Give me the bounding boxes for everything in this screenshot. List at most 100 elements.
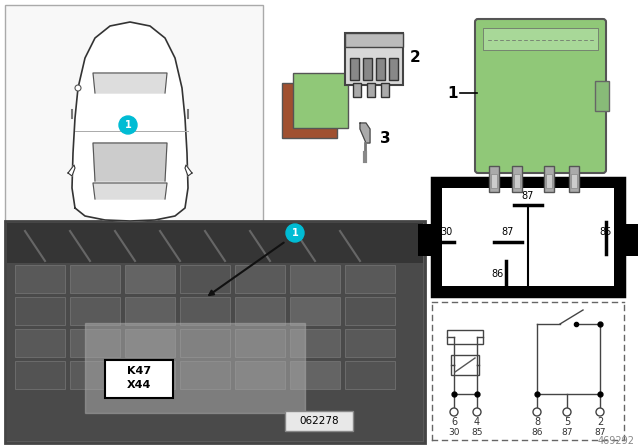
Bar: [105, 360, 173, 398]
Bar: [345, 33, 403, 47]
Bar: [350, 58, 359, 80]
Bar: [5, 221, 425, 443]
Text: 1: 1: [125, 120, 131, 130]
Text: 2: 2: [597, 417, 603, 427]
Bar: [15, 265, 65, 293]
Bar: [624, 224, 638, 256]
Text: 30: 30: [448, 427, 460, 436]
Bar: [235, 329, 285, 357]
Text: 4: 4: [474, 417, 480, 427]
Bar: [491, 174, 497, 188]
Bar: [290, 297, 340, 325]
Circle shape: [563, 408, 571, 416]
Text: 2: 2: [410, 49, 420, 65]
Bar: [345, 329, 395, 357]
Polygon shape: [360, 123, 370, 143]
Bar: [432, 178, 624, 296]
Bar: [353, 83, 361, 97]
Text: 3: 3: [380, 130, 390, 146]
Bar: [7, 223, 423, 263]
Text: 30: 30: [440, 227, 452, 237]
Polygon shape: [185, 165, 192, 176]
Circle shape: [533, 408, 541, 416]
Circle shape: [473, 408, 481, 416]
Bar: [571, 174, 577, 188]
Text: 87: 87: [595, 427, 605, 436]
Bar: [85, 323, 305, 413]
Text: 1: 1: [448, 86, 458, 100]
Circle shape: [450, 408, 458, 416]
Bar: [125, 265, 175, 293]
Text: K47: K47: [127, 366, 151, 376]
Bar: [180, 297, 230, 325]
Polygon shape: [93, 143, 167, 181]
Bar: [442, 188, 614, 286]
Text: 87: 87: [502, 227, 514, 237]
Text: 1: 1: [292, 228, 298, 238]
Text: 062278: 062278: [299, 416, 339, 426]
Bar: [5, 5, 263, 223]
Bar: [290, 361, 340, 389]
Text: 85: 85: [471, 427, 483, 436]
Text: 6: 6: [451, 417, 457, 427]
Bar: [376, 58, 385, 80]
Text: 85: 85: [600, 227, 612, 237]
Bar: [7, 223, 423, 441]
Bar: [345, 361, 395, 389]
Polygon shape: [72, 22, 188, 221]
Bar: [235, 265, 285, 293]
Bar: [345, 297, 395, 325]
Bar: [381, 83, 389, 97]
Bar: [451, 355, 479, 375]
Bar: [180, 329, 230, 357]
Bar: [514, 174, 520, 188]
Text: 8: 8: [534, 417, 540, 427]
Bar: [180, 361, 230, 389]
FancyBboxPatch shape: [475, 19, 606, 173]
Bar: [345, 33, 403, 85]
Bar: [70, 297, 120, 325]
Bar: [15, 329, 65, 357]
Circle shape: [75, 85, 81, 91]
Text: 86: 86: [531, 427, 543, 436]
Text: 87: 87: [561, 427, 573, 436]
Bar: [489, 166, 499, 192]
Bar: [293, 73, 348, 128]
Bar: [235, 297, 285, 325]
Bar: [235, 361, 285, 389]
Bar: [15, 361, 65, 389]
Text: X44: X44: [127, 380, 151, 390]
Circle shape: [119, 116, 137, 134]
Bar: [546, 174, 552, 188]
Bar: [125, 329, 175, 357]
Bar: [595, 81, 609, 111]
Bar: [345, 265, 395, 293]
Bar: [290, 329, 340, 357]
Text: 86: 86: [492, 269, 504, 279]
Polygon shape: [93, 73, 167, 93]
Bar: [125, 361, 175, 389]
Bar: [363, 58, 372, 80]
Bar: [483, 28, 598, 50]
Bar: [544, 166, 554, 192]
Bar: [367, 83, 375, 97]
Circle shape: [596, 408, 604, 416]
Bar: [389, 58, 398, 80]
Bar: [282, 83, 337, 138]
Bar: [70, 361, 120, 389]
Bar: [70, 265, 120, 293]
Text: 5: 5: [564, 417, 570, 427]
Text: 469292: 469292: [598, 436, 635, 446]
Polygon shape: [93, 183, 167, 199]
Text: 87: 87: [522, 191, 534, 201]
Bar: [290, 265, 340, 293]
Bar: [15, 297, 65, 325]
Bar: [418, 224, 432, 256]
Circle shape: [286, 224, 304, 242]
Bar: [70, 329, 120, 357]
Bar: [569, 166, 579, 192]
Bar: [285, 411, 353, 431]
Polygon shape: [68, 165, 75, 176]
Bar: [125, 297, 175, 325]
Bar: [180, 265, 230, 293]
